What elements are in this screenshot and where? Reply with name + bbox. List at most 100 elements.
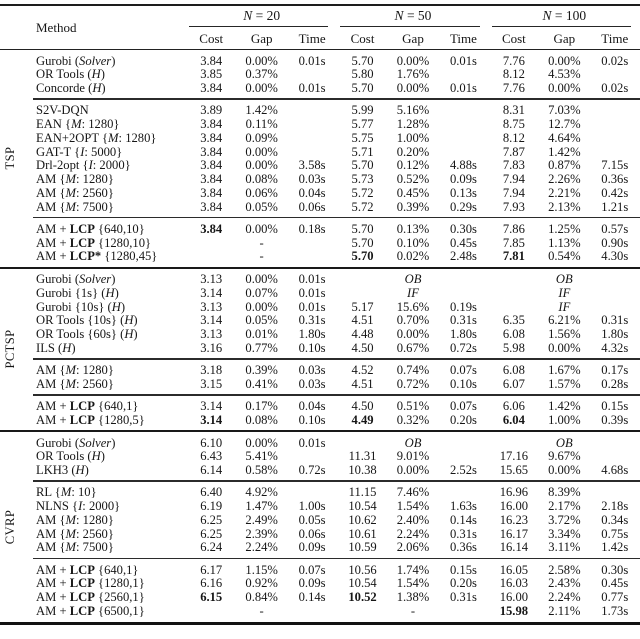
- method-text: S2V-DQN: [36, 103, 89, 118]
- cost-cell: 5.70: [351, 249, 374, 264]
- gap-cell: 0.10%: [396, 235, 430, 250]
- table-row: Gurobi {10s} (H) 3.13 0.00% 0.01s 5.17 15.6% 0…: [0, 300, 640, 314]
- gap-cell: 2.11%: [548, 603, 581, 618]
- cost-cell: 3.84: [200, 221, 223, 236]
- method-text: ): [111, 272, 116, 287]
- method-text: AM {: [36, 172, 66, 187]
- time-cell: 0.10s: [449, 376, 477, 391]
- time-cell: 1.80s: [601, 327, 629, 342]
- method-text: AM {: [36, 185, 66, 200]
- gap-cell: 1.57%: [548, 376, 581, 391]
- method-cell: AM {M: 2560}: [36, 377, 186, 392]
- time-cell: 0.30s: [601, 562, 629, 577]
- cost-cell: 3.16: [200, 340, 223, 355]
- method-cell: S2V-DQN: [36, 103, 186, 118]
- cost-cell: 5.70: [351, 221, 374, 236]
- n-value: = 20: [252, 8, 281, 23]
- gap-cell: 0.74%: [396, 363, 430, 378]
- method-text: RL {: [36, 485, 61, 500]
- method-text: : 7500}: [76, 540, 114, 555]
- method-text: ): [100, 67, 105, 82]
- gap-cell: 8.39%: [548, 485, 581, 500]
- time-cell: 0.45s: [601, 576, 629, 591]
- method-text: : 2000}: [82, 499, 121, 514]
- section-tsp: TSP Gurobi (Solver) 3.84 0.00% 0.01s 5.70 0.00…: [0, 50, 640, 267]
- table-row: Concorde (H) 3.84 0.00% 0.01s 5.70 0.00% 0.01s…: [0, 81, 640, 95]
- method-text: {1280,5}: [94, 412, 145, 427]
- time-cell: 0.15s: [449, 562, 477, 577]
- method-text: AM +: [36, 562, 70, 577]
- time-cell: 0.13s: [449, 185, 477, 200]
- gap-cell: 0.00%: [396, 463, 430, 478]
- time-cell: 0.14s: [298, 590, 326, 605]
- cost-cell: 16.17: [499, 526, 529, 541]
- method-cell: AM {M: 2560}: [36, 527, 186, 542]
- time-cell: 2.48s: [449, 249, 477, 264]
- cost-cell: 16.03: [499, 576, 529, 591]
- group-divider: [33, 480, 640, 482]
- method-cell: AM {M: 2560}: [36, 186, 186, 201]
- time-cell: 0.39s: [601, 412, 629, 427]
- time-cell: 0.03s: [298, 363, 326, 378]
- method-text: Gurobi {1s} (: [36, 285, 106, 300]
- cost-cell: 6.10: [200, 435, 223, 450]
- group-divider: [33, 358, 640, 360]
- cost-cell: 10.38: [348, 463, 377, 478]
- column-header-cost: Cost: [350, 30, 375, 46]
- method-text: LCP: [69, 235, 95, 250]
- gap-cell: 0.08%: [245, 172, 278, 187]
- time-cell: 0.02s: [601, 53, 629, 68]
- cost-cell: 3.84: [200, 199, 223, 214]
- cost-cell: 3.89: [200, 103, 223, 118]
- column-header-gap: Gap: [250, 30, 273, 46]
- method-text: EAN {: [36, 117, 72, 132]
- gap-cell: -: [410, 603, 416, 618]
- method-cell: Gurobi (Solver): [36, 54, 186, 69]
- method-text: H: [111, 299, 121, 314]
- method-text: : 1280}: [76, 363, 114, 378]
- table-row: GAT-T {I: 5000} 3.84 0.00% 5.71 0.20% 7.87 1.4…: [0, 145, 640, 159]
- method-cell: AM + LCP {2560,1}: [36, 590, 186, 605]
- method-text: Solver: [79, 435, 112, 450]
- gap-cell: 1.00%: [548, 412, 581, 427]
- section-label-cvrp: CVRP: [3, 509, 17, 544]
- table-row: Gurobi (Solver) 3.13 0.00% 0.01s OB OB: [0, 272, 640, 286]
- method-text: ): [114, 285, 119, 300]
- cost-cell: 16.00: [499, 499, 529, 514]
- gap-cell: 0.05%: [245, 199, 278, 214]
- time-cell: 0.01s: [449, 81, 477, 96]
- gap-cell: OB: [404, 435, 422, 450]
- table-row: AM + LCP {640,10} 3.84 0.00% 0.18s 5.70 0.13%…: [0, 222, 640, 236]
- cost-cell: 16.00: [499, 590, 529, 605]
- gap-cell: 0.41%: [245, 376, 278, 391]
- gap-cell: 0.17%: [245, 399, 278, 414]
- gap-cell: 1.42%: [245, 103, 278, 118]
- group-underline-n50: [340, 26, 480, 27]
- method-text: OR Tools (: [36, 449, 92, 464]
- table-row: AM {M: 1280} 6.25 2.49% 0.05s 10.62 2.40% 0.14…: [0, 513, 640, 527]
- gap-cell: 0.39%: [396, 199, 430, 214]
- method-cell: EAN+2OPT {M: 1280}: [36, 131, 186, 146]
- gap-cell: 0.00%: [245, 158, 278, 173]
- gap-cell: 9.01%: [396, 449, 430, 464]
- table-row: RL {M: 10} 6.40 4.92% 11.15 7.46% 16.96 8.39%: [0, 485, 640, 499]
- method-cell: OR Tools {10s} (H): [36, 313, 186, 328]
- method-cell: AM + LCP {1280,5}: [36, 413, 186, 428]
- gap-cell: 2.43%: [548, 576, 581, 591]
- cost-cell: 6.07: [502, 376, 525, 391]
- gap-cell: 1.42%: [548, 399, 581, 414]
- method-text: H: [124, 327, 134, 342]
- cost-cell: 5.17: [351, 299, 374, 314]
- gap-cell: 0.92%: [245, 576, 278, 591]
- time-cell: 0.72s: [298, 463, 326, 478]
- method-text: : 2000}: [92, 158, 131, 173]
- method-text: LCP: [69, 576, 95, 591]
- gap-cell: 9.67%: [548, 449, 581, 464]
- table-row: AM {M: 1280} 3.84 0.08% 0.03s 5.73 0.52% 0.09s…: [0, 172, 640, 186]
- gap-cell: 3.72%: [548, 512, 581, 527]
- method-text: AM {: [36, 376, 66, 391]
- gap-cell: 0.13%: [396, 221, 430, 236]
- cost-cell: 6.14: [200, 463, 223, 478]
- method-cell: AM {M: 1280}: [36, 363, 186, 378]
